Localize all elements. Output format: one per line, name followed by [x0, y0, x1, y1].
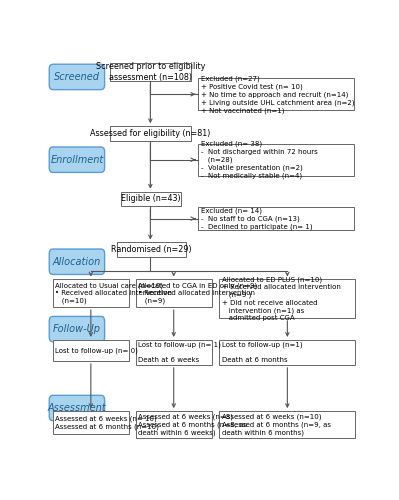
Text: Eligible (n=43): Eligible (n=43) — [121, 194, 181, 203]
FancyBboxPatch shape — [110, 62, 191, 81]
FancyBboxPatch shape — [136, 280, 211, 307]
FancyBboxPatch shape — [53, 280, 129, 307]
Text: Allocated to ED PLUS (n=10)
+ Received allocated intervention
   (n=9 )
+ Did no: Allocated to ED PLUS (n=10) + Received a… — [222, 276, 341, 321]
Text: Randomised (n=29): Randomised (n=29) — [111, 246, 192, 254]
Text: Allocation: Allocation — [53, 256, 101, 266]
Text: Screened prior to eligibility
assessment (n=108): Screened prior to eligibility assessment… — [96, 62, 205, 82]
FancyBboxPatch shape — [53, 340, 129, 361]
Text: Excluded (n= 38)
-  Not discharged within 72 hours
   (n=28)
-  Volatile present: Excluded (n= 38) - Not discharged within… — [201, 140, 318, 178]
Text: Assessed for eligibility (n=81): Assessed for eligibility (n=81) — [90, 129, 211, 138]
FancyBboxPatch shape — [53, 411, 129, 434]
FancyBboxPatch shape — [49, 147, 105, 172]
FancyBboxPatch shape — [219, 411, 356, 438]
FancyBboxPatch shape — [49, 249, 105, 274]
Text: Enrollment: Enrollment — [50, 154, 104, 164]
Text: Excluded (n= 14)
-  No staff to do CGA (n=13)
-  Declined to participate (n= 1): Excluded (n= 14) - No staff to do CGA (n… — [201, 208, 312, 230]
FancyBboxPatch shape — [121, 192, 181, 206]
Text: Assessed at 6 weeks (n=8)
Assessed at 6 months (n=8, as
death within 6 weeks): Assessed at 6 weeks (n=8) Assessed at 6 … — [138, 414, 247, 436]
FancyBboxPatch shape — [198, 207, 354, 230]
FancyBboxPatch shape — [49, 316, 105, 342]
Text: Lost to follow-up (n=1)

Death at 6 months: Lost to follow-up (n=1) Death at 6 month… — [222, 342, 302, 363]
FancyBboxPatch shape — [198, 78, 354, 110]
FancyBboxPatch shape — [136, 340, 211, 365]
Text: Lost to follow-up (n= 0): Lost to follow-up (n= 0) — [55, 347, 138, 354]
FancyBboxPatch shape — [219, 280, 356, 318]
Text: Screened: Screened — [54, 72, 100, 82]
Text: Assessment: Assessment — [47, 403, 106, 413]
FancyBboxPatch shape — [219, 340, 356, 365]
FancyBboxPatch shape — [136, 411, 211, 438]
Text: Follow-Up: Follow-Up — [53, 324, 101, 334]
FancyBboxPatch shape — [49, 64, 105, 90]
Text: Lost to follow-up (n= 1)

Death at 6 weeks: Lost to follow-up (n= 1) Death at 6 week… — [138, 342, 221, 363]
Text: Assessed at 6 weeks (n= 10)
Assessed at 6 months (n=10): Assessed at 6 weeks (n= 10) Assessed at … — [55, 416, 159, 430]
Text: Allocated to Usual care (n=10)
• Received allocated intervention
   (n=10): Allocated to Usual care (n=10) • Receive… — [55, 282, 172, 304]
FancyBboxPatch shape — [110, 126, 191, 141]
Text: Excluded (n=27)
+ Positive Covid test (n= 10)
+ No time to approach and recruit : Excluded (n=27) + Positive Covid test (n… — [201, 75, 354, 114]
Text: Allocated to CGA in ED only (n=9)
• Received allocated intervention
   (n=9): Allocated to CGA in ED only (n=9) • Rece… — [138, 282, 258, 304]
FancyBboxPatch shape — [117, 242, 186, 257]
FancyBboxPatch shape — [49, 396, 105, 420]
Text: Assessed at 6 weeks (n=10)
Assessed at 6 months (n=9, as
death within 6 months): Assessed at 6 weeks (n=10) Assessed at 6… — [222, 414, 331, 436]
FancyBboxPatch shape — [198, 144, 354, 176]
